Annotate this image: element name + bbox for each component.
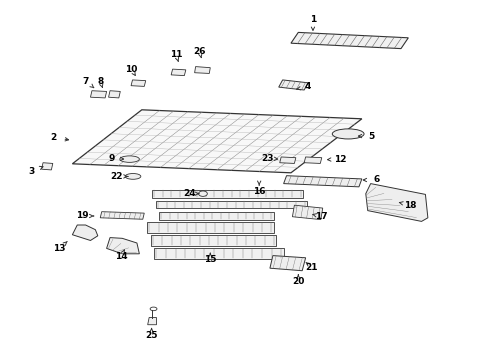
Text: 6: 6	[373, 175, 379, 184]
Text: 11: 11	[169, 50, 182, 59]
Polygon shape	[150, 235, 276, 246]
Text: 9: 9	[108, 154, 115, 163]
Ellipse shape	[125, 174, 141, 179]
Text: 8: 8	[97, 77, 103, 85]
Polygon shape	[72, 110, 361, 173]
Polygon shape	[304, 157, 321, 163]
Text: 12: 12	[333, 154, 346, 163]
Polygon shape	[159, 212, 273, 220]
Text: 23: 23	[261, 154, 274, 163]
Polygon shape	[72, 225, 98, 240]
Text: 25: 25	[145, 331, 158, 340]
Text: 1: 1	[309, 15, 315, 24]
Text: 3: 3	[29, 166, 35, 175]
Text: 7: 7	[82, 77, 89, 85]
Text: 20: 20	[291, 277, 304, 286]
Text: 16: 16	[252, 187, 265, 196]
Polygon shape	[108, 91, 120, 98]
Polygon shape	[278, 80, 307, 90]
Polygon shape	[194, 67, 210, 73]
Polygon shape	[279, 157, 295, 163]
Polygon shape	[365, 184, 427, 221]
Text: 13: 13	[53, 244, 66, 253]
Text: 5: 5	[368, 132, 374, 140]
Polygon shape	[131, 80, 145, 86]
Polygon shape	[106, 238, 139, 254]
Polygon shape	[290, 32, 407, 49]
Polygon shape	[41, 163, 53, 170]
Polygon shape	[146, 222, 273, 233]
Text: 14: 14	[115, 252, 127, 261]
Polygon shape	[90, 91, 106, 98]
Text: 22: 22	[110, 172, 122, 181]
Polygon shape	[171, 69, 185, 76]
Text: 10: 10	[124, 65, 137, 74]
Polygon shape	[292, 205, 322, 220]
Polygon shape	[269, 256, 305, 271]
Ellipse shape	[120, 156, 139, 162]
Polygon shape	[155, 201, 306, 208]
Text: 18: 18	[404, 201, 416, 210]
Polygon shape	[100, 212, 144, 219]
Polygon shape	[151, 190, 303, 198]
Polygon shape	[154, 248, 283, 259]
Text: 15: 15	[203, 256, 216, 264]
Text: 24: 24	[183, 189, 196, 198]
Polygon shape	[147, 318, 156, 325]
Ellipse shape	[332, 129, 363, 139]
Ellipse shape	[198, 191, 207, 196]
Text: 2: 2	[51, 133, 57, 142]
Text: 4: 4	[304, 82, 311, 91]
Text: 26: 26	[193, 46, 205, 55]
Text: 17: 17	[315, 212, 327, 221]
Polygon shape	[283, 176, 361, 187]
Text: 19: 19	[76, 211, 88, 220]
Text: 21: 21	[305, 263, 318, 271]
